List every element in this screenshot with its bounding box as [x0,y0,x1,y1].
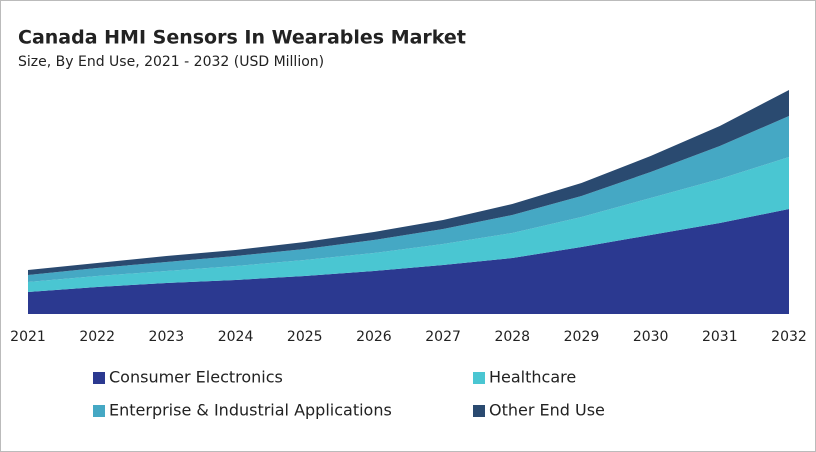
x-tick-label: 2028 [494,329,530,345]
x-tick-label: 2030 [633,329,669,345]
legend-swatch [93,405,105,417]
area [28,209,789,314]
x-tick-label: 2032 [771,329,807,345]
x-tick-label: 2024 [218,329,254,345]
x-tick-label: 2027 [425,329,461,345]
x-tick-label: 2031 [702,329,738,345]
legend-label: Enterprise & Industrial Applications [109,401,392,420]
legend-swatch [93,372,105,384]
area [28,116,789,282]
x-tick-label: 2025 [287,329,323,345]
area [28,157,789,292]
legend-swatch [473,372,485,384]
legend-label: Consumer Electronics [109,368,283,387]
x-tick-label: 2026 [356,329,392,345]
x-tick-label: 2029 [564,329,600,345]
legend-label: Other End Use [489,401,605,420]
x-tick-label: 2021 [10,329,46,345]
legend-label: Healthcare [489,368,576,387]
chart-title: Canada HMI Sensors In Wearables Market [18,27,466,49]
legend-swatch [473,405,485,417]
x-tick-label: 2022 [79,329,115,345]
x-tick-label: 2023 [149,329,185,345]
chart-subtitle: Size, By End Use, 2021 - 2032 (USD Milli… [18,54,324,70]
